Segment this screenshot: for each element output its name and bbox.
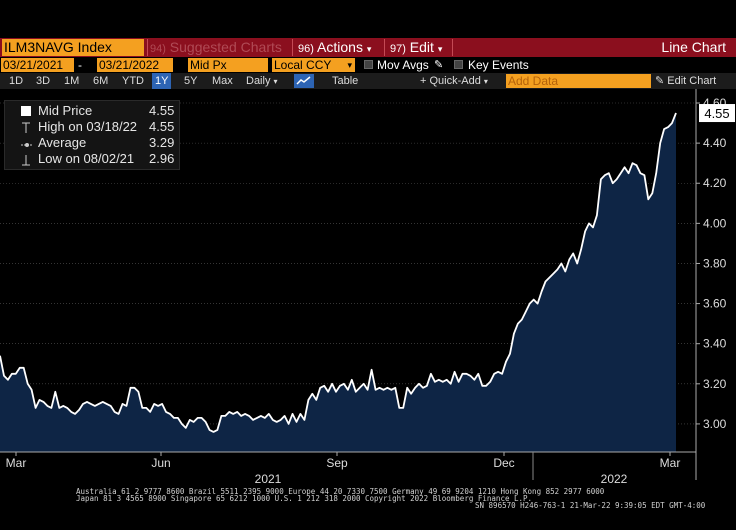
field-select[interactable]: Mid Px <box>188 58 268 72</box>
chevron-down-icon: ▾ <box>437 44 443 54</box>
edit-chart-label: Edit Chart <box>667 75 717 87</box>
y-tick-label: 3.00 <box>703 417 727 431</box>
footer-line-2: Japan 81 3 4565 8900 Singapore 65 6212 1… <box>76 494 533 503</box>
suggested-label: Suggested Charts <box>169 39 282 55</box>
x-tick-label: Jun <box>151 456 170 470</box>
range-max[interactable]: Max <box>212 75 233 87</box>
title-bar: ILM3NAVG Index 94) Suggested Charts 96) … <box>0 38 736 57</box>
pencil-icon: ✎ <box>655 75 665 87</box>
key-events-checkbox[interactable] <box>454 60 463 69</box>
edit-label: Edit <box>409 39 434 55</box>
footer-line-3: SN 896570 H246-763-1 21-Mar-22 9:39:05 E… <box>475 501 706 510</box>
high-marker-icon <box>21 122 31 133</box>
separator <box>384 39 385 56</box>
date-dash: - <box>78 58 82 72</box>
currency-select[interactable]: Local CCY ▾ <box>272 58 355 72</box>
x-tick-label: Sep <box>326 456 348 470</box>
field-select-value: Mid Px <box>190 58 227 72</box>
mov-avgs-label: Mov Avgs <box>377 58 429 72</box>
legend-row-average: Average 3.29 <box>5 135 181 151</box>
y-tick-label: 4.20 <box>703 176 727 190</box>
chevron-down-icon: ▾ <box>273 77 278 86</box>
y-tick-label: 4.00 <box>703 216 727 230</box>
end-date-field[interactable]: 03/21/2022 <box>97 58 173 72</box>
actions-label: Actions <box>317 39 363 55</box>
currency-select-value: Local CCY <box>274 58 332 72</box>
year-label: 2022 <box>601 472 628 486</box>
suggested-charts-button[interactable]: 94) Suggested Charts <box>150 38 282 57</box>
range-3d[interactable]: 3D <box>36 75 51 87</box>
pencil-icon[interactable]: ✎ <box>434 59 444 71</box>
y-tick-label: 3.80 <box>703 256 727 270</box>
x-tick-label: Mar <box>6 456 27 470</box>
legend-label: High on 03/18/22 <box>38 119 138 134</box>
average-marker-icon <box>21 138 33 148</box>
mid-price-swatch-icon <box>21 106 31 116</box>
separator <box>292 39 293 56</box>
edit-chart-button[interactable]: ✎ Edit Chart <box>655 73 716 89</box>
price-line <box>0 112 677 433</box>
legend-label: Mid Price <box>38 103 93 118</box>
last-value-group: 4.55 <box>699 104 735 123</box>
legend-row-mid-price: Mid Price 4.55 <box>5 103 181 119</box>
legend-value: 3.29 <box>149 135 175 150</box>
legend-row-high: High on 03/18/22 4.55 <box>5 119 181 135</box>
frequency-select[interactable]: Daily ▾ <box>246 73 278 89</box>
table-button[interactable]: Table <box>332 75 359 87</box>
range-5y[interactable]: 5Y <box>184 75 198 87</box>
x-tick-label: Mar <box>660 456 681 470</box>
quick-add-label: + Quick-Add <box>420 75 481 87</box>
legend-label: Low on 08/02/21 <box>38 151 135 166</box>
legend-value: 4.55 <box>149 119 175 134</box>
legend-row-low: Low on 08/02/21 2.96 <box>5 151 181 167</box>
legend-value: 2.96 <box>149 151 175 166</box>
ticker-field[interactable]: ILM3NAVG Index <box>2 39 144 56</box>
quick-add-button[interactable]: + Quick-Add ▾ <box>420 73 488 89</box>
axes <box>0 89 697 480</box>
x-tick-label: Dec <box>493 456 514 470</box>
last-value-box <box>699 104 735 123</box>
range-6m[interactable]: 6M <box>93 75 109 87</box>
controls-bar: 03/21/2021 - 03/21/2022 Mid Px Local CCY… <box>0 57 736 73</box>
range-ytd[interactable]: YTD <box>122 75 144 87</box>
footer-line-1: Australia 61 2 9777 8600 Brazil 5511 239… <box>76 487 605 496</box>
legend-value: 4.55 <box>149 103 175 118</box>
chevron-down-icon: ▾ <box>347 60 352 70</box>
key-events-label: Key Events <box>468 58 529 72</box>
price-area <box>0 113 676 452</box>
y-tick-label: 3.40 <box>703 337 727 351</box>
frequency-value: Daily <box>246 75 271 87</box>
year-label: 2021 <box>255 472 282 486</box>
separator <box>147 39 148 56</box>
suggested-num: 94) <box>150 43 166 55</box>
chart-legend[interactable]: Mid Price 4.55 High on 03/18/22 4.55 Ave… <box>4 100 180 170</box>
range-1d[interactable]: 1D <box>9 75 24 87</box>
chevron-down-icon: ▾ <box>366 44 372 54</box>
y-axis-ticks: 3.003.203.403.603.804.004.204.404.60 <box>696 96 727 431</box>
y-tick-label: 4.40 <box>703 136 727 150</box>
x-axis-ticks: Mar Jun Sep Dec Mar 2021 2022 <box>6 452 681 486</box>
y-tick-label: 3.60 <box>703 297 727 311</box>
start-date-field[interactable]: 03/21/2021 <box>1 58 74 72</box>
last-value-label: 4.55 <box>704 106 729 121</box>
chart-type-label: Line Chart <box>661 39 726 55</box>
edit-num: 97) <box>390 43 406 55</box>
chevron-down-icon: ▾ <box>483 77 488 86</box>
separator <box>452 39 453 56</box>
add-data-input[interactable]: Add Data <box>506 74 651 88</box>
legend-label: Average <box>38 135 87 150</box>
footer: Australia 61 2 9777 8600 Brazil 5511 239… <box>0 486 736 530</box>
mov-avgs-checkbox[interactable] <box>364 60 373 69</box>
line-chart-icon[interactable] <box>294 74 314 88</box>
actions-button[interactable]: 96) Actions ▾ <box>298 38 371 57</box>
edit-button[interactable]: 97) Edit ▾ <box>390 38 442 57</box>
actions-num: 96) <box>298 43 314 55</box>
range-1y[interactable]: 1Y <box>152 73 172 89</box>
y-tick-label: 3.20 <box>703 377 727 391</box>
range-bar: 1D 3D 1M 6M YTD 1Y 5Y Max Daily ▾ Table … <box>0 73 736 89</box>
range-1m[interactable]: 1M <box>64 75 80 87</box>
low-marker-icon <box>21 154 31 166</box>
